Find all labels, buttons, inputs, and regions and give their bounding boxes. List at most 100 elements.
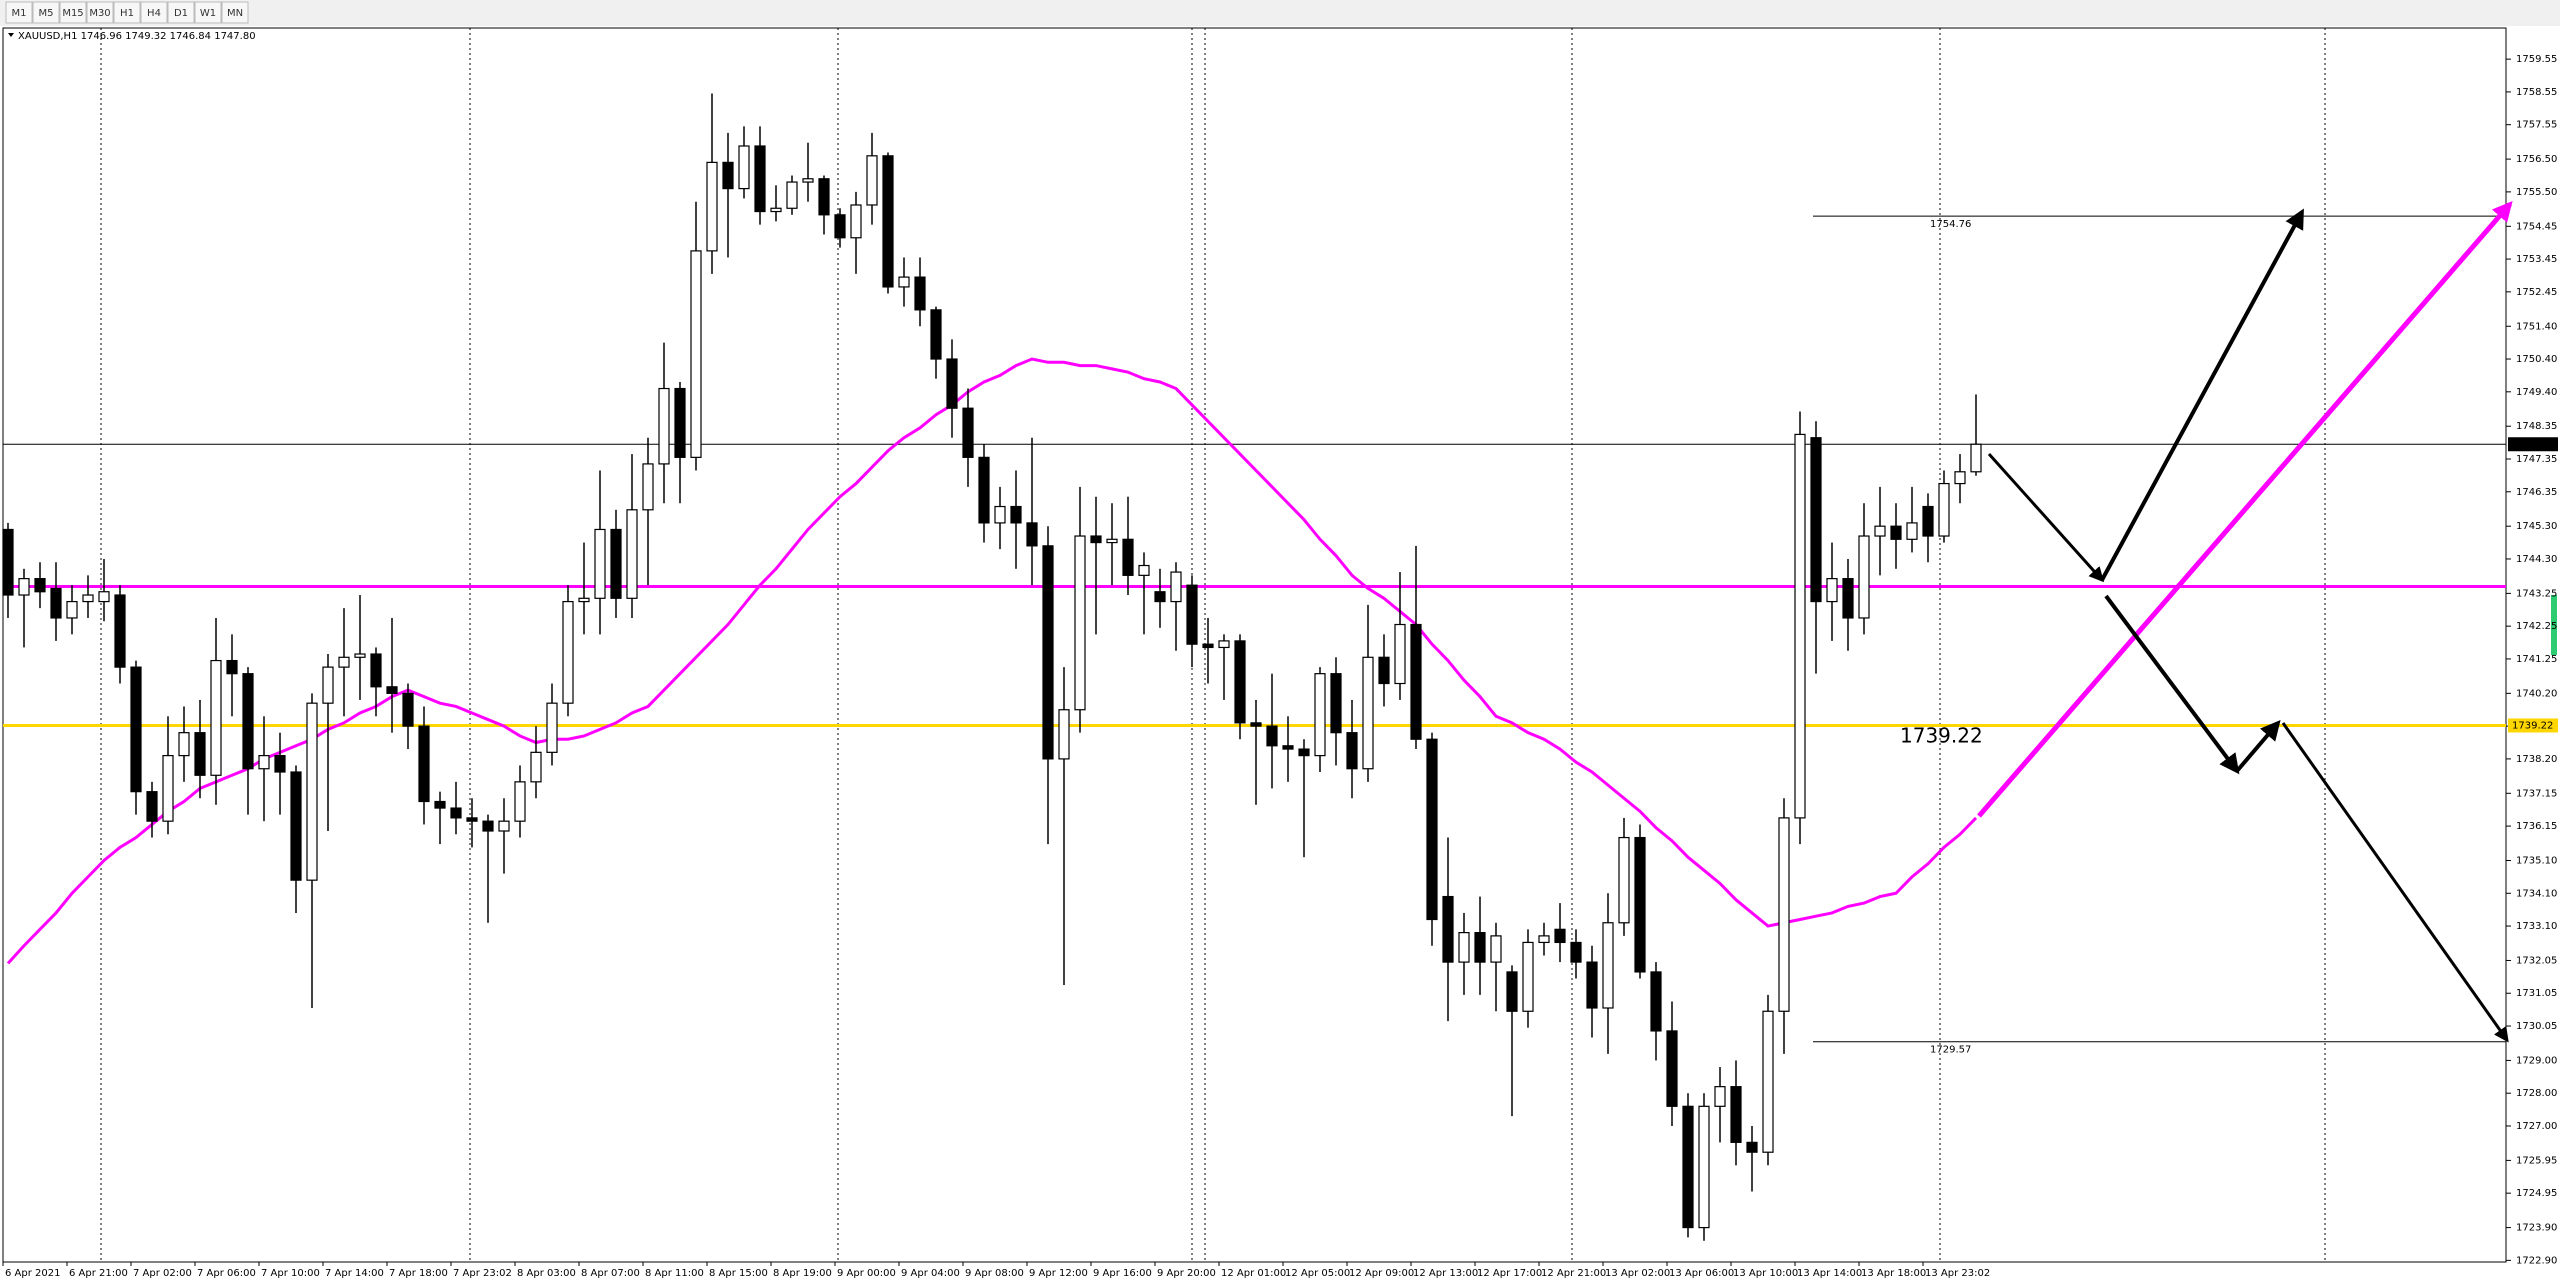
y-tick-label: 1743.25: [2516, 588, 2557, 599]
candle-body: [770, 207, 782, 213]
x-tick-label: 9 Apr 00:00: [837, 1268, 896, 1279]
y-tick-label: 1738.20: [2516, 754, 2557, 765]
x-tick-label: 13 Apr 10:00: [1733, 1268, 1798, 1279]
candle-body: [242, 673, 254, 770]
candle-body: [1746, 1141, 1758, 1153]
candle-body: [1954, 471, 1966, 485]
y-tick-label: 1731.05: [2516, 988, 2557, 999]
candle-body: [1282, 745, 1294, 750]
timeframe-label[interactable]: H1: [120, 8, 134, 19]
x-tick-label: 13 Apr 06:00: [1669, 1268, 1734, 1279]
candle-body: [1106, 538, 1118, 544]
candle-body: [434, 800, 446, 809]
candle-body: [1138, 564, 1150, 576]
timeframe-button[interactable]: [59, 1, 87, 24]
candle-body: [722, 161, 734, 190]
timeframe-label[interactable]: W1: [200, 8, 216, 19]
candle-body: [194, 732, 206, 776]
y-tick-label: 1736.15: [2516, 821, 2557, 832]
candle-body: [1890, 525, 1902, 540]
candle-body: [1762, 1010, 1774, 1153]
candle-body: [322, 666, 334, 704]
candle-body: [738, 145, 750, 190]
candle-body: [658, 387, 670, 465]
y-tick-label: 1747.35: [2516, 454, 2557, 465]
candle-body: [370, 653, 382, 688]
candle-body: [1362, 656, 1374, 770]
timeframe-label[interactable]: H4: [147, 8, 161, 19]
candle-body: [610, 528, 622, 599]
candle-body: [1938, 482, 1950, 537]
timeframe-button[interactable]: [140, 1, 168, 24]
candle-body: [1330, 673, 1342, 734]
price-tag-label: 1747.80: [2512, 439, 2553, 450]
timeframe-button[interactable]: [113, 1, 141, 24]
timeframe-button[interactable]: [194, 1, 222, 24]
timeframe-button[interactable]: [32, 1, 60, 24]
timeframe-label[interactable]: M15: [62, 8, 83, 19]
x-tick-label: 8 Apr 03:00: [517, 1268, 576, 1279]
y-tick-label: 1749.40: [2516, 387, 2557, 398]
y-tick-label: 1751.40: [2516, 321, 2557, 332]
timeframe-label[interactable]: M1: [12, 8, 27, 19]
y-tick-label: 1748.35: [2516, 421, 2557, 432]
candle-body: [562, 600, 574, 704]
candle-body: [1538, 935, 1550, 944]
timeframe-button[interactable]: [86, 1, 114, 24]
y-tick-label: 1746.35: [2516, 487, 2557, 498]
candle-body: [962, 407, 974, 458]
candle-body: [1458, 932, 1470, 963]
timeframe-label[interactable]: D1: [174, 8, 188, 19]
candle-body: [1650, 971, 1662, 1032]
candle-body: [1698, 1105, 1710, 1229]
x-tick-label: 6 Apr 21:00: [69, 1268, 128, 1279]
y-tick-label: 1745.30: [2516, 521, 2557, 532]
x-tick-label: 8 Apr 15:00: [709, 1268, 768, 1279]
timeframe-label[interactable]: M30: [89, 8, 110, 19]
candle-body: [1778, 817, 1790, 1012]
timeframe-button[interactable]: [5, 1, 33, 24]
candle-body: [1586, 961, 1598, 1009]
candle-body: [546, 702, 558, 753]
candle-body: [1026, 522, 1038, 547]
toolbar: [0, 0, 2560, 26]
y-tick-label: 1742.25: [2516, 621, 2557, 632]
candle-body: [2, 528, 14, 596]
level-label: 1754.76: [1930, 219, 1971, 230]
y-tick-label: 1750.40: [2516, 354, 2557, 365]
candle-body: [450, 807, 462, 819]
candle-body: [1906, 522, 1918, 540]
candle-body: [626, 509, 638, 599]
candle-body: [82, 594, 94, 603]
candle-body: [258, 755, 270, 770]
x-tick-label: 9 Apr 04:00: [901, 1268, 960, 1279]
x-tick-label: 12 Apr 21:00: [1541, 1268, 1606, 1279]
candle-body: [146, 791, 158, 822]
candle-body: [1554, 928, 1566, 944]
x-tick-label: 12 Apr 09:00: [1349, 1268, 1414, 1279]
candle-body: [274, 755, 286, 773]
y-tick-label: 1753.45: [2516, 254, 2557, 265]
candle-body: [1426, 738, 1438, 921]
timeframe-label[interactable]: MN: [227, 8, 243, 19]
y-tick-label: 1722.90: [2516, 1255, 2557, 1266]
candle-body: [1826, 578, 1838, 603]
candle-body: [1346, 732, 1358, 770]
y-tick-label: 1728.00: [2516, 1088, 2557, 1099]
timeframe-label[interactable]: M5: [39, 8, 54, 19]
timeframe-button[interactable]: [167, 1, 195, 24]
x-tick-label: 12 Apr 05:00: [1285, 1268, 1350, 1279]
x-tick-label: 7 Apr 14:00: [325, 1268, 384, 1279]
timeframe-button[interactable]: [221, 1, 249, 24]
moving-average: [6, 357, 1978, 965]
x-tick-label: 8 Apr 07:00: [581, 1268, 640, 1279]
candle-body: [1634, 836, 1646, 973]
x-tick-label: 13 Apr 14:00: [1797, 1268, 1862, 1279]
candle-body: [882, 155, 894, 288]
candle-body: [1842, 578, 1854, 619]
y-tick-label: 1733.10: [2516, 921, 2557, 932]
candle-body: [354, 653, 366, 658]
candle-body: [1410, 623, 1422, 740]
y-tick-label: 1734.10: [2516, 888, 2557, 899]
